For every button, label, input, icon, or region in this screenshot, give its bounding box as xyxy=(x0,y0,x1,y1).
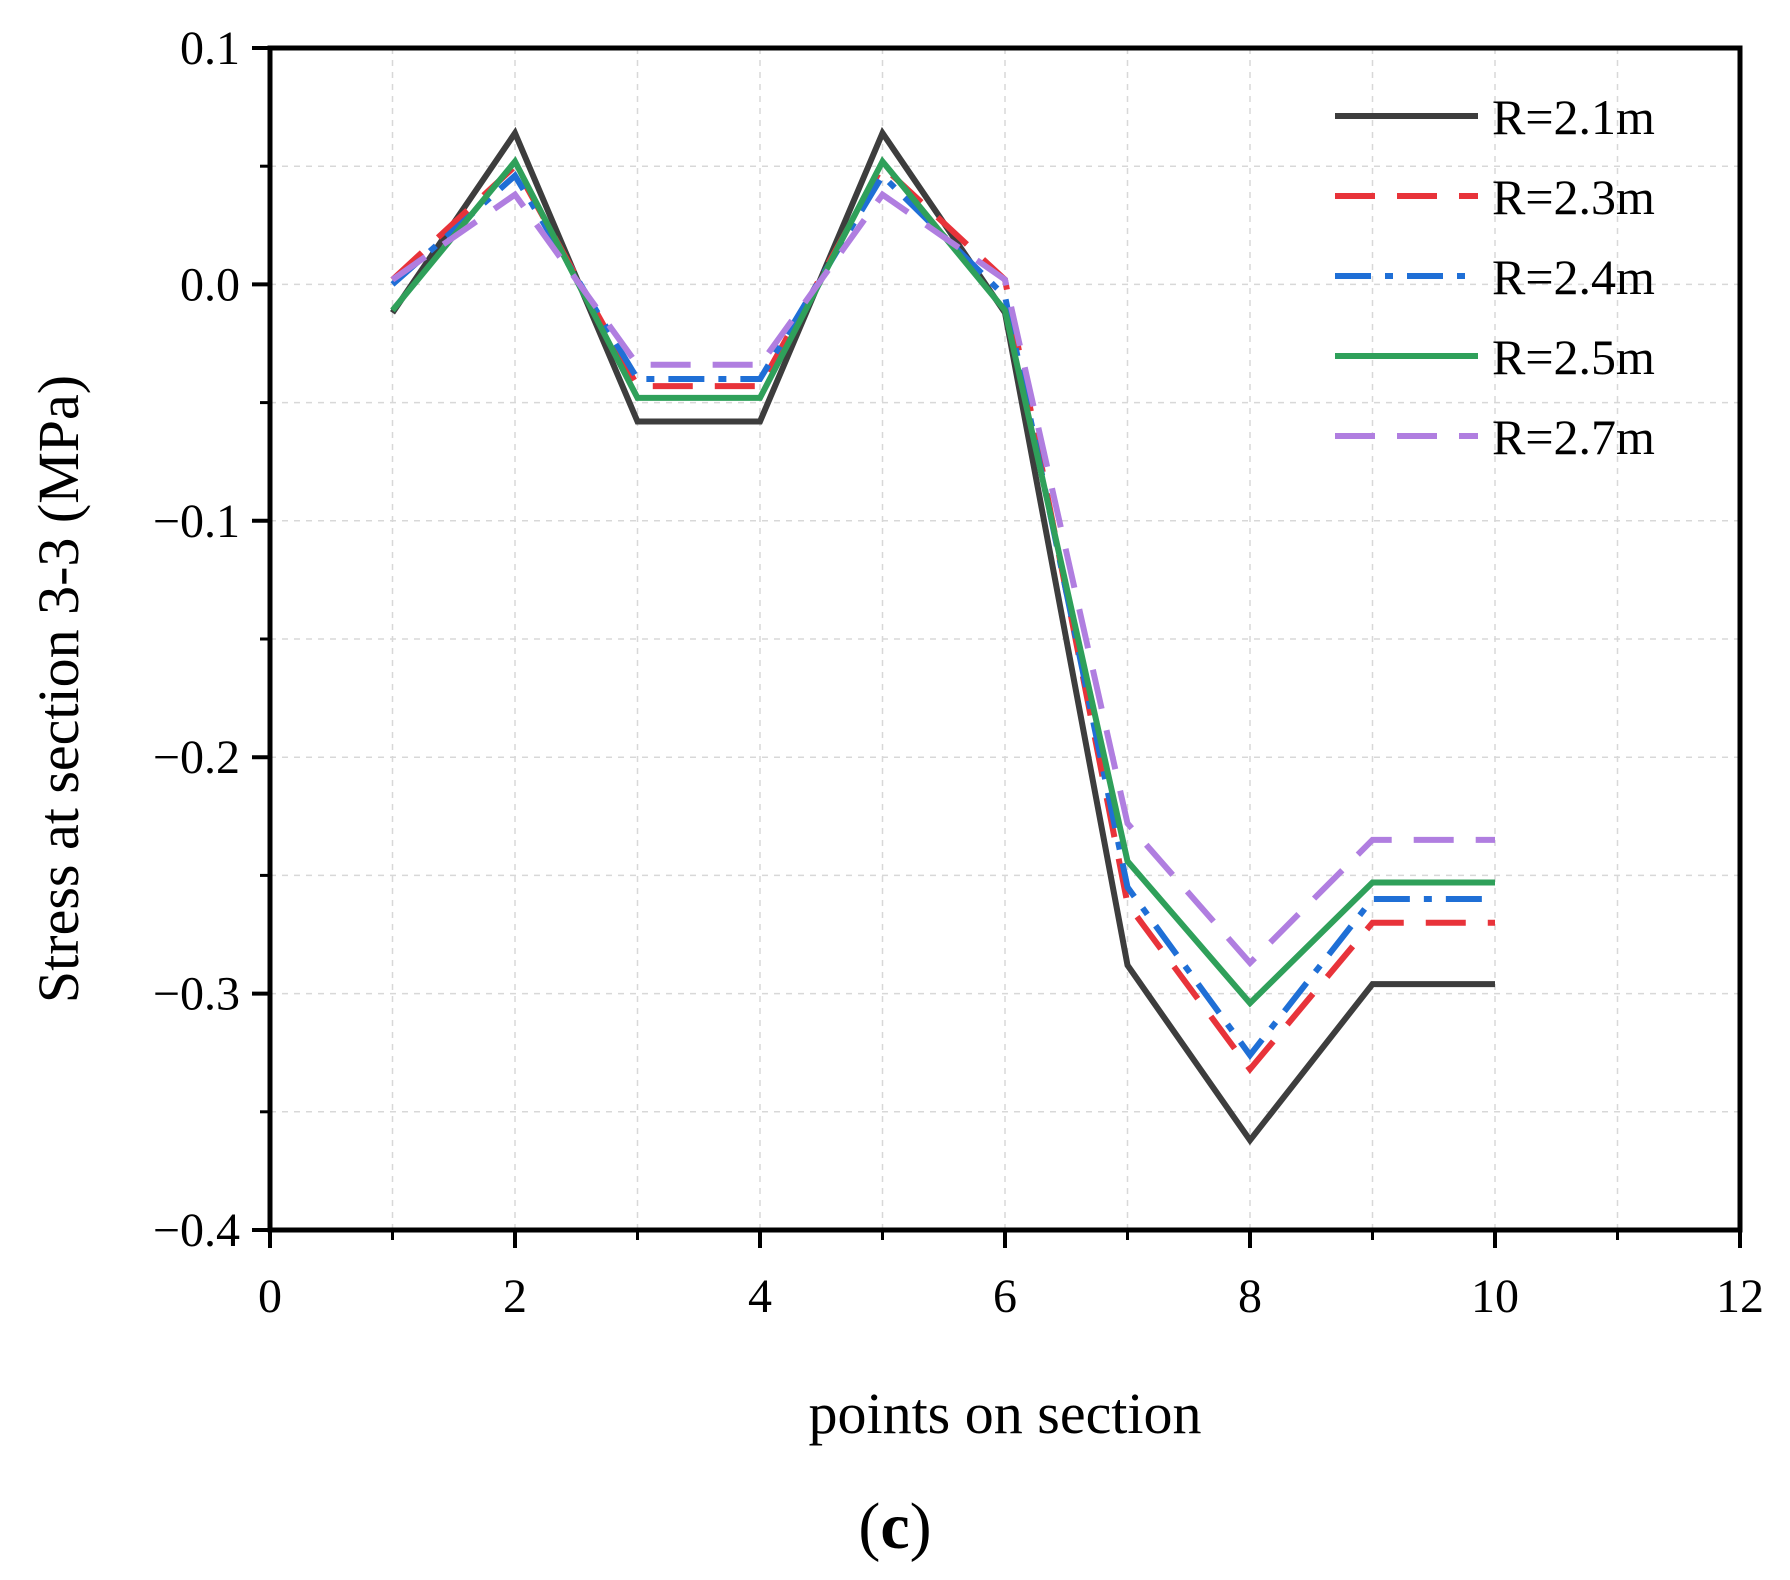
legend-label: R=2.3m xyxy=(1492,169,1655,225)
y-tick-label: 0.1 xyxy=(180,22,240,75)
series-line-r-2-7m xyxy=(390,190,1495,968)
legend-label: R=2.7m xyxy=(1492,409,1655,465)
x-tick-label: 0 xyxy=(258,1270,282,1323)
y-tick-label: 0.0 xyxy=(180,258,240,311)
x-tick-label: 6 xyxy=(993,1270,1017,1323)
series-line-r-2-3m xyxy=(390,161,1495,1075)
axis-ticks: 0 2 4 6 8 10 12 0.1 0.0 −0.1 −0.2 −0.3 −0.4 xyxy=(153,22,1764,1323)
y-tick-label: −0.1 xyxy=(153,495,240,548)
x-tick-label: 8 xyxy=(1238,1270,1262,1323)
x-tick-label: 4 xyxy=(748,1270,772,1323)
panel-label: (c) xyxy=(858,1490,931,1563)
x-tick-label: 2 xyxy=(503,1270,527,1323)
grid xyxy=(270,48,1740,1230)
series-line-r-2-5m xyxy=(390,156,1495,1008)
y-tick-label: −0.3 xyxy=(153,968,240,1021)
x-axis-title: points on section xyxy=(808,1381,1201,1446)
legend: R=2.1m R=2.3m R=2.4m R=2.5m R=2.7m xyxy=(1335,89,1655,465)
x-tick-label: 12 xyxy=(1716,1270,1764,1323)
legend-label: R=2.4m xyxy=(1492,249,1655,305)
y-tick-label: −0.2 xyxy=(153,731,240,784)
y-tick-label: −0.4 xyxy=(153,1204,240,1257)
y-axis-title: Stress at section 3-3 (MPa) xyxy=(26,375,91,1003)
x-tick-label: 10 xyxy=(1471,1270,1519,1323)
legend-label: R=2.5m xyxy=(1492,329,1655,385)
legend-label: R=2.1m xyxy=(1492,89,1655,145)
series-lines xyxy=(390,126,1495,1146)
